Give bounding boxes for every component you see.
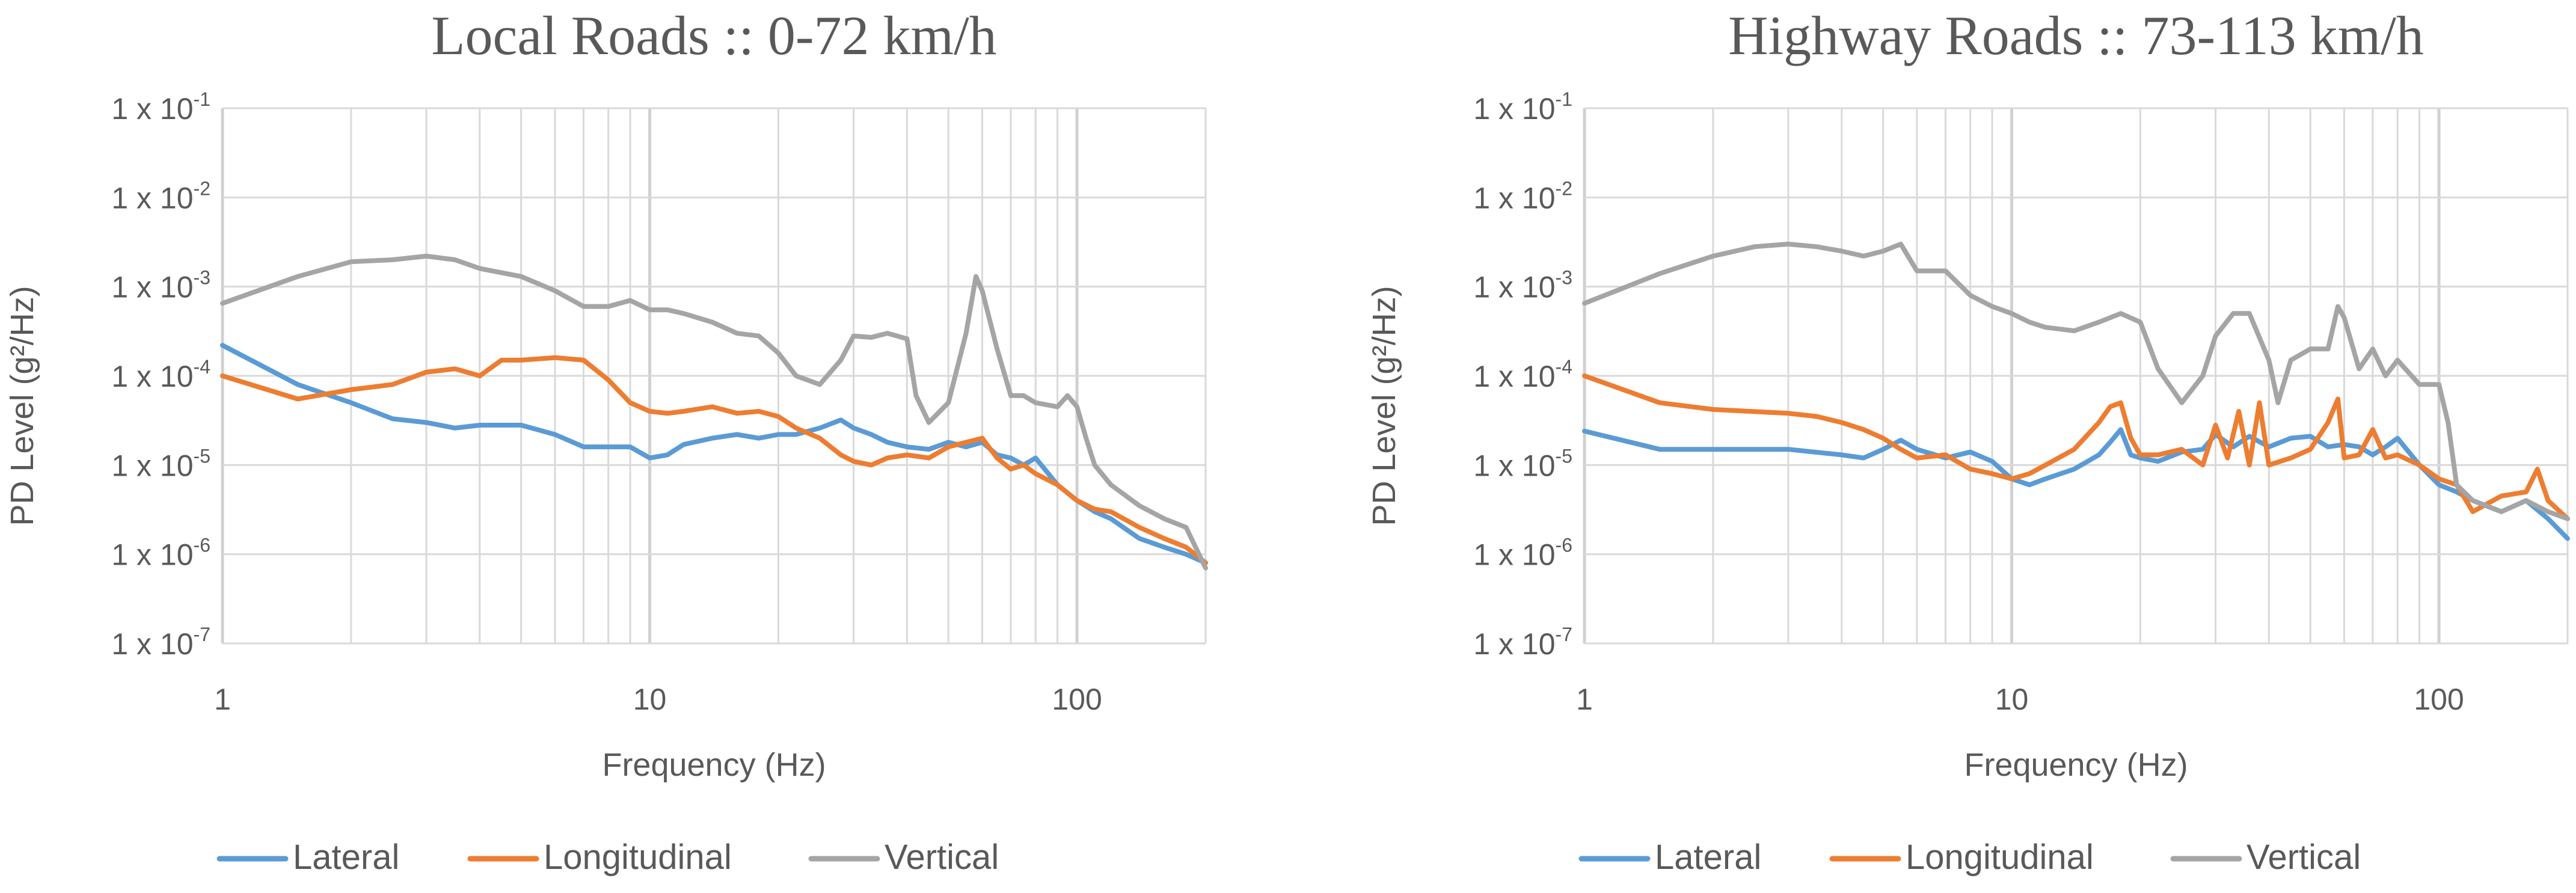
y-tick-label: 1 x 10-7 (1473, 624, 1572, 661)
x-tick-labels: 1 10 100 (214, 683, 1102, 716)
y-tick-labels: 1 x 10-1 1 x 10-2 1 x 10-3 1 x 10-4 1 x 10-5… (1473, 88, 1572, 661)
y-tick-label: 1 x 10-4 (1473, 356, 1572, 393)
legend-item-vertical: Vertical (2170, 838, 2361, 877)
y-tick-label: 1 x 10-6 (111, 535, 210, 572)
legend-item-lateral: Lateral (1578, 838, 1761, 877)
legend-label: Vertical (885, 838, 999, 877)
y-tick-label: 1 x 10-2 (111, 177, 210, 215)
y-tick-label: 1 x 10-1 (111, 88, 210, 126)
x-tick-label: 100 (1052, 683, 1102, 716)
series-line-longitudinal (1582, 373, 2570, 521)
legend: Lateral Longitudinal Vertical (1578, 838, 2361, 877)
series-line-longitudinal (220, 355, 1208, 565)
series-line-lateral (1582, 427, 2570, 541)
legend-item-longitudinal: Longitudinal (1829, 838, 2094, 877)
series-line-vertical (220, 253, 1208, 571)
x-tick-label: 1 (214, 683, 231, 716)
x-axis-label: Frequency (Hz) (1964, 747, 2188, 783)
x-tick-label: 10 (1995, 683, 2029, 716)
x-tick-label: 10 (633, 683, 667, 716)
x-axis-label: Frequency (Hz) (602, 747, 826, 783)
y-axis-label: PD Level (g²/Hz) (4, 286, 40, 526)
x-tick-label: 100 (2414, 683, 2464, 716)
legend-label: Longitudinal (1906, 838, 2094, 877)
legend-label: Vertical (2246, 838, 2361, 877)
y-tick-label: 1 x 10-6 (1473, 535, 1572, 572)
chart-highway-roads: Highway Roads :: 73-113 km/h1 x 10-11 x … (1366, 5, 2570, 877)
legend-label: Lateral (293, 838, 399, 877)
y-axis-label: PD Level (g²/Hz) (1366, 286, 1402, 526)
gridlines (221, 107, 1207, 645)
legend: Lateral Longitudinal Vertical (216, 838, 999, 877)
y-tick-label: 1 x 10-7 (111, 624, 210, 661)
y-tick-label: 1 x 10-3 (111, 267, 210, 304)
legend-label: Longitudinal (544, 838, 732, 877)
y-tick-label: 1 x 10-2 (1473, 177, 1572, 215)
legend-item-vertical: Vertical (808, 838, 999, 877)
series-group (220, 253, 1208, 571)
y-tick-labels: 1 x 10-1 1 x 10-2 1 x 10-3 1 x 10-4 1 x 10-5… (111, 88, 210, 661)
gridlines (1583, 107, 2569, 645)
chart-title: Local Roads :: 0-72 km/h (431, 5, 996, 66)
legend-label: Lateral (1655, 838, 1761, 877)
y-tick-label: 1 x 10-1 (1473, 88, 1572, 126)
x-tick-label: 1 (1576, 683, 1593, 716)
chart-local-roads: Local Roads :: 0-72 km/h1 x 10-11 x 10-2… (4, 5, 1208, 877)
y-tick-label: 1 x 10-4 (111, 356, 210, 393)
y-tick-label: 1 x 10-3 (1473, 267, 1572, 304)
series-group (1582, 241, 2570, 541)
series-line-vertical (1582, 241, 2570, 521)
y-tick-label: 1 x 10-5 (1473, 445, 1572, 482)
chart-title: Highway Roads :: 73-113 km/h (1728, 5, 2424, 66)
x-tick-labels: 1 10 100 (1576, 683, 2464, 716)
legend-item-lateral: Lateral (216, 838, 399, 877)
legend-item-longitudinal: Longitudinal (467, 838, 732, 877)
y-tick-label: 1 x 10-5 (111, 445, 210, 482)
